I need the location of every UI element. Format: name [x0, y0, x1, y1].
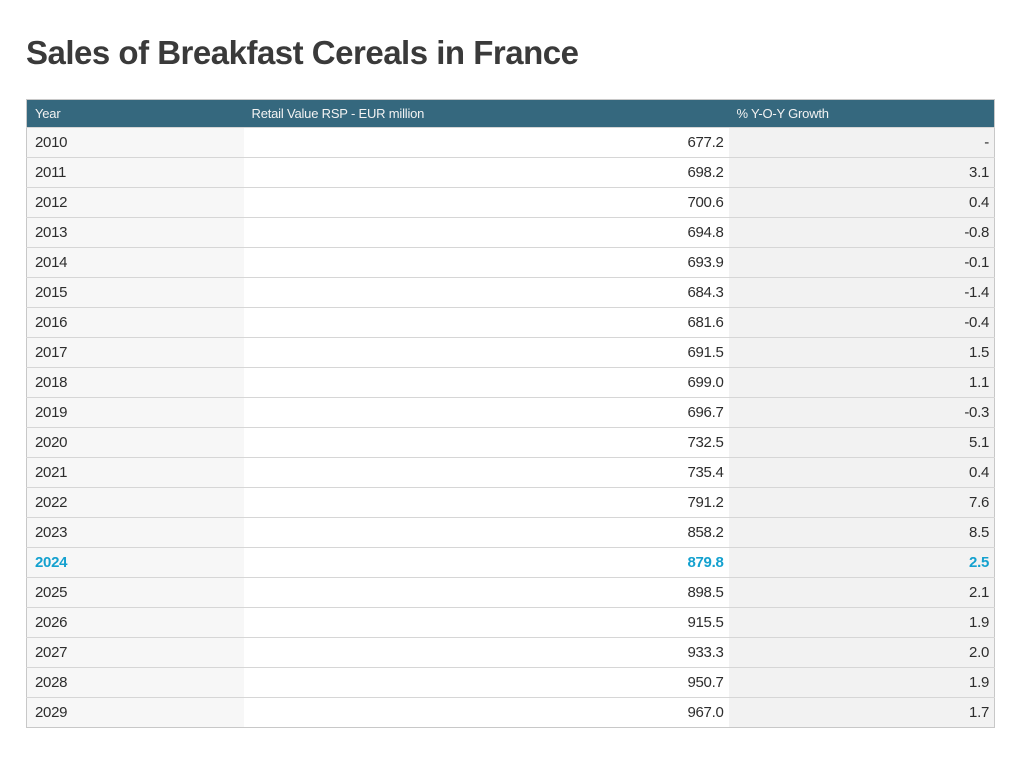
growth-cell: -	[728, 127, 995, 158]
value-cell: 700.6	[243, 187, 729, 218]
growth-cell: -0.3	[728, 397, 995, 428]
value-cell: 684.3	[243, 277, 729, 308]
column-header-yoy-growth: % Y-O-Y Growth	[728, 99, 995, 128]
year-cell: 2025	[26, 577, 244, 608]
table-header: Year Retail Value RSP - EUR million % Y-…	[26, 99, 995, 128]
growth-cell: -0.8	[728, 217, 995, 248]
growth-cell: 1.9	[728, 607, 995, 638]
year-cell: 2016	[26, 307, 244, 338]
table-row: 2018 699.0 1.1	[26, 367, 995, 398]
table-row: 2027 933.3 2.0	[26, 637, 995, 668]
column-header-year: Year	[26, 99, 244, 128]
growth-cell: -1.4	[728, 277, 995, 308]
year-cell: 2014	[26, 247, 244, 278]
value-cell: 681.6	[243, 307, 729, 338]
year-cell: 2013	[26, 217, 244, 248]
table-row: 2012 700.6 0.4	[26, 187, 995, 218]
year-cell: 2028	[26, 667, 244, 698]
value-cell: 698.2	[243, 157, 729, 188]
value-cell: 735.4	[243, 457, 729, 488]
table-row: 2020 732.5 5.1	[26, 427, 995, 458]
sales-data-table: Year Retail Value RSP - EUR million % Y-…	[26, 99, 995, 728]
table-row: 2025 898.5 2.1	[26, 577, 995, 608]
growth-cell: 2.0	[728, 637, 995, 668]
value-cell: 950.7	[243, 667, 729, 698]
page-title: Sales of Breakfast Cereals in France	[26, 34, 579, 71]
value-cell: 677.2	[243, 127, 729, 158]
value-cell: 791.2	[243, 487, 729, 518]
growth-cell: 0.4	[728, 187, 995, 218]
table-row: 2022 791.2 7.6	[26, 487, 995, 518]
growth-cell: -0.4	[728, 307, 995, 338]
value-cell: 694.8	[243, 217, 729, 248]
year-cell: 2010	[26, 127, 244, 158]
table-row: 2021 735.4 0.4	[26, 457, 995, 488]
growth-cell: 1.1	[728, 367, 995, 398]
year-cell: 2020	[26, 427, 244, 458]
table-row: 2015 684.3 -1.4	[26, 277, 995, 308]
year-cell: 2022	[26, 487, 244, 518]
table-row: 2013 694.8 -0.8	[26, 217, 995, 248]
value-cell: 696.7	[243, 397, 729, 428]
year-cell: 2017	[26, 337, 244, 368]
year-cell: 2019	[26, 397, 244, 428]
table-row: 2019 696.7 -0.3	[26, 397, 995, 428]
growth-cell: 7.6	[728, 487, 995, 518]
growth-cell: 1.7	[728, 697, 995, 728]
value-cell: 915.5	[243, 607, 729, 638]
table-row: 2010 677.2-	[26, 127, 995, 158]
growth-cell: 2.1	[728, 577, 995, 608]
value-cell: 693.9	[243, 247, 729, 278]
table-row: 2014 693.9 -0.1	[26, 247, 995, 278]
value-cell: 691.5	[243, 337, 729, 368]
value-cell: 967.0	[243, 697, 729, 728]
table-body: 2010 677.2-2011 698.2 3.1 2012 700.6 0.4 2013 69…	[26, 127, 995, 728]
growth-cell: 2.5	[728, 547, 995, 578]
table-row: 2026 915.5 1.9	[26, 607, 995, 638]
year-cell: 2024	[26, 547, 244, 578]
value-cell: 858.2	[243, 517, 729, 548]
column-header-retail-value: Retail Value RSP - EUR million	[243, 99, 729, 128]
year-cell: 2027	[26, 637, 244, 668]
year-cell: 2023	[26, 517, 244, 548]
year-cell: 2011	[26, 157, 244, 188]
growth-cell: 8.5	[728, 517, 995, 548]
year-cell: 2021	[26, 457, 244, 488]
year-cell: 2012	[26, 187, 244, 218]
year-cell: 2026	[26, 607, 244, 638]
table-row: 2016 681.6 -0.4	[26, 307, 995, 338]
table-row: 2028 950.7 1.9	[26, 667, 995, 698]
growth-cell: -0.1	[728, 247, 995, 278]
growth-cell: 1.9	[728, 667, 995, 698]
value-cell: 732.5	[243, 427, 729, 458]
table-row: 2011 698.2 3.1	[26, 157, 995, 188]
value-cell: 879.8	[243, 547, 729, 578]
growth-cell: 5.1	[728, 427, 995, 458]
growth-cell: 1.5	[728, 337, 995, 368]
year-cell: 2018	[26, 367, 244, 398]
growth-cell: 0.4	[728, 457, 995, 488]
year-cell: 2015	[26, 277, 244, 308]
table-header-row: Year Retail Value RSP - EUR million % Y-…	[26, 99, 995, 128]
table-row: 2023 858.2 8.5	[26, 517, 995, 548]
table-row: 2029 967.0 1.7	[26, 697, 995, 728]
value-cell: 898.5	[243, 577, 729, 608]
year-cell: 2029	[26, 697, 244, 728]
growth-cell: 3.1	[728, 157, 995, 188]
table-row: 2017 691.5 1.5	[26, 337, 995, 368]
value-cell: 933.3	[243, 637, 729, 668]
value-cell: 699.0	[243, 367, 729, 398]
table-row: 2024 879.8 2.5	[26, 547, 995, 578]
